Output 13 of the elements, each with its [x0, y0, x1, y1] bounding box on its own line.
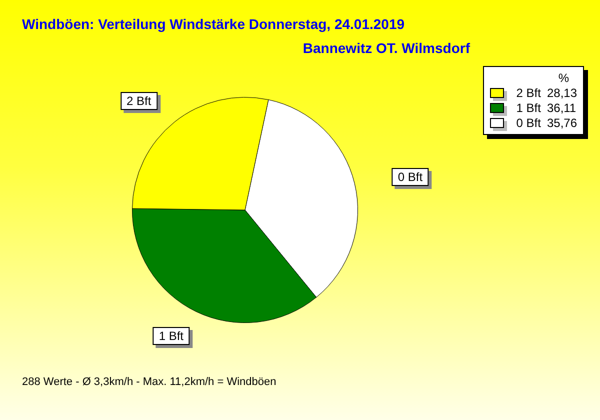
legend-label: 1 Bft [516, 101, 541, 115]
slice-label: 1 Bft [152, 327, 190, 346]
slice-label: 2 Bft [120, 92, 158, 110]
data-label: 28,13 [546, 86, 577, 100]
text: 288 Werte - Ø 3,3km/h - Max. 11,2km/h = Windböen [22, 376, 276, 388]
chart-title: Windböen: Verteilung Windstärke Donnerstag, 24.01.2019 [22, 16, 405, 32]
legend-title: % [557, 71, 570, 85]
chart-subtitle: Bannewitz OT. Wilmsdorf [302, 40, 470, 56]
data-label: 35,76 [546, 116, 577, 130]
legend-label: 0 Bft [516, 116, 541, 130]
slice-label: 0 Bft [392, 168, 429, 186]
data-label: 36,11 [546, 101, 576, 115]
legend-label: 2 Bft [516, 86, 541, 100]
